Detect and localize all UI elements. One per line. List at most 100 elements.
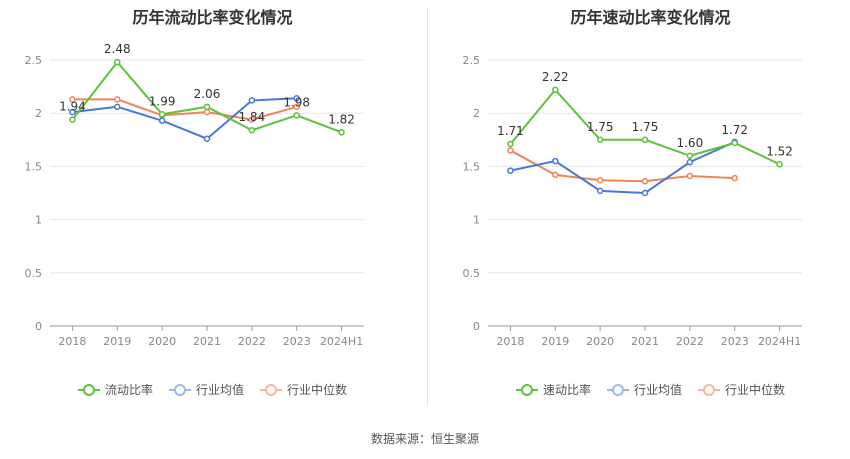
data-label: 1.72 [721,123,748,137]
legend-label: 行业中位数 [287,383,348,397]
data-point [114,96,121,103]
x-tick-label: 2019 [103,335,131,348]
legend-item-industry-mean[interactable]: 行业均值 [168,381,244,398]
x-tick-label: 2020 [148,335,176,348]
x-tick-label: 2022 [676,335,704,348]
data-point [114,58,121,66]
data-label: 1.75 [632,120,659,134]
x-tick-label: 2024H1 [320,335,363,348]
panel-divider [427,8,428,406]
data-label: 1.52 [766,144,793,158]
y-tick-label: 1 [473,214,480,227]
data-point [338,129,345,136]
legend-label: 行业均值 [195,383,244,397]
series-line-2 [509,149,735,183]
x-tick-label: 2022 [238,335,266,348]
chart-title: 历年速动比率变化情况 [570,8,731,27]
data-point [686,158,694,166]
legend-marker-icon [260,383,282,396]
legend-label: 流动比率 [104,383,153,397]
data-label: 1.98 [283,95,310,109]
y-tick-label: 2.5 [463,54,481,67]
x-tick-label: 2021 [631,335,659,348]
data-point [507,167,514,174]
data-point [248,116,256,123]
legend-marker-icon [698,383,720,396]
legend-item-current-ratio[interactable]: 流动比率 [77,381,153,398]
legend-marker-icon [168,383,191,396]
data-point [69,116,76,123]
y-tick-label: 2.5 [25,54,43,67]
data-label: 1.75 [587,120,614,134]
data-point [776,161,783,168]
data-point [158,111,166,118]
legend: 流动比率 行业均值 行业中位数 [0,381,425,398]
data-point [293,112,300,119]
y-tick-label: 0 [473,320,480,333]
data-point [596,136,604,144]
y-tick-label: 1.5 [463,160,481,173]
legend-marker-icon [606,383,629,396]
x-tick-label: 2023 [721,335,749,348]
current-ratio-plot: 0 0.5 1 1.5 2 2.5 2018 2019 2020 2021 2022 2023 2024… [25,42,364,348]
x-tick-label: 2019 [541,335,569,348]
data-point [552,86,559,94]
data-point [248,97,256,104]
data-point [686,152,694,160]
x-tick-label: 2023 [283,335,311,348]
series-line-1 [510,141,736,195]
data-label: 1.94 [59,100,86,114]
y-tick-label: 0.5 [25,267,43,280]
data-point [596,176,604,184]
legend-label: 速动比率 [542,383,591,397]
data-source: 数据来源：恒生聚源 [370,432,479,446]
y-tick-label: 2 [473,107,480,120]
data-point [552,157,559,165]
data-point [114,103,121,111]
legend-marker-icon [515,383,538,396]
chart-title: 历年流动比率变化情况 [132,8,293,27]
legend: 速动比率 行业均值 行业中位数 [438,381,850,398]
series-line-2 [72,98,297,121]
data-label: 1.60 [676,136,703,150]
data-label: 2.22 [542,70,569,84]
data-point [248,126,256,134]
x-tick-label: 2021 [193,335,221,348]
x-tick-label: 2020 [586,335,614,348]
data-point [641,178,649,185]
y-tick-label: 1 [35,214,42,227]
series-line-1 [72,97,297,140]
data-point [293,103,300,111]
data-point [507,140,514,148]
data-label: 1.84 [238,110,265,124]
y-tick-label: 0.5 [463,267,481,280]
y-tick-label: 0 [35,320,42,333]
data-point [731,139,738,147]
data-point [641,189,649,197]
data-point [69,96,76,103]
data-label: 1.82 [328,112,355,126]
x-tick-label: 2018 [58,335,86,348]
x-tick-label: 2018 [496,335,524,348]
data-point [731,174,738,182]
legend-item-industry-median[interactable]: 行业中位数 [698,381,785,398]
legend-item-quick-ratio[interactable]: 速动比率 [515,381,591,398]
data-label: 1.99 [149,94,176,108]
data-point [596,187,604,195]
legend-item-industry-median[interactable]: 行业中位数 [260,381,347,398]
legend-label: 行业均值 [633,383,682,397]
data-label: 1.71 [497,124,524,138]
data-point [293,95,300,102]
data-point [686,172,694,180]
data-point [203,108,211,116]
data-point [158,117,166,124]
legend-item-industry-mean[interactable]: 行业均值 [606,381,682,398]
data-point [641,136,649,144]
current-ratio-chart: 历年流动比率变化情况 0 0.5 1 1.5 2 2.5 2018 2019 2020 2021 2… [0,0,425,420]
legend-label: 行业中位数 [725,383,786,397]
data-point [69,108,76,116]
data-point [203,135,211,142]
x-tick-label: 2024H1 [758,335,801,348]
data-point [203,103,211,111]
